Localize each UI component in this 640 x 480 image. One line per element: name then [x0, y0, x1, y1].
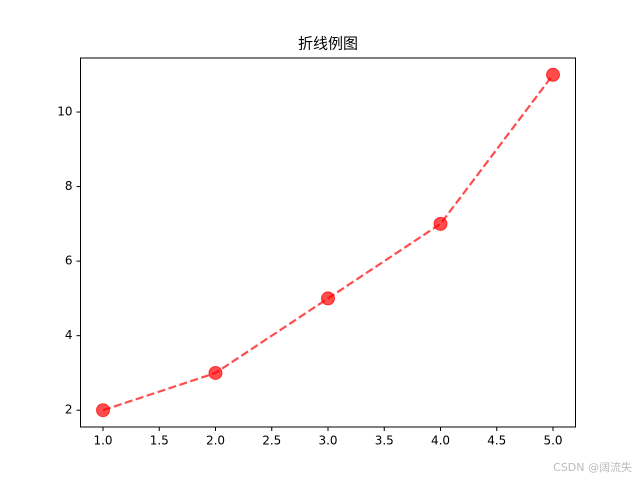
marker — [96, 403, 110, 418]
x-tick-label: 2.0 — [206, 434, 225, 448]
x-tick-label: 1.0 — [93, 434, 112, 448]
x-tick-label: 3.0 — [318, 434, 337, 448]
x-tick-label: 3.5 — [375, 434, 394, 448]
x-tick-label: 4.0 — [431, 434, 450, 448]
marker — [433, 216, 448, 231]
x-tick-label: 2.5 — [262, 434, 281, 448]
y-tick-label: 2 — [65, 403, 73, 417]
y-tick-label: 8 — [65, 179, 73, 193]
plot-frame — [80, 57, 576, 428]
marker — [208, 365, 223, 380]
x-tick-label: 1.5 — [150, 434, 169, 448]
watermark: CSDN @阔流失 — [553, 460, 632, 474]
y-tick-label: 4 — [65, 328, 73, 342]
marker — [546, 67, 560, 82]
line — [102, 74, 554, 412]
x-tick-label: 4.5 — [487, 434, 506, 448]
y-tick-label: 10 — [57, 105, 72, 119]
chart-title: 折线例图 — [298, 35, 358, 53]
y-tick-label: 6 — [65, 254, 73, 268]
x-tick-label: 5.0 — [543, 434, 562, 448]
marker — [321, 291, 335, 306]
